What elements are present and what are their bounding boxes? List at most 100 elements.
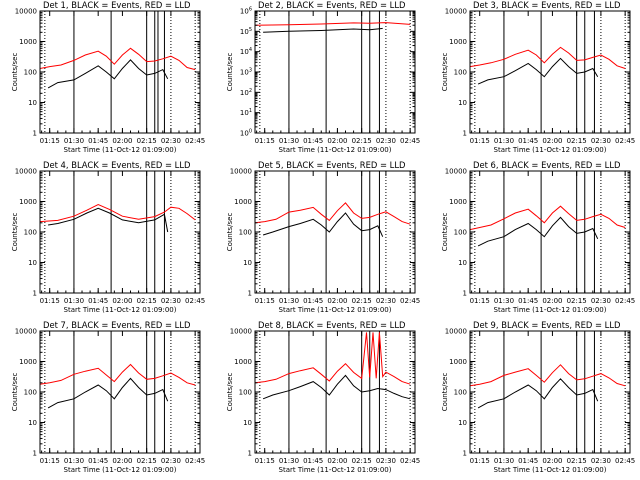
x-tick-label: 01:30 [279,297,299,305]
x-tick-label: 01:15 [470,297,490,305]
series-line-events [477,57,599,85]
y-tick-label: 10 [28,259,37,267]
y-tick-label: 10 [458,99,467,107]
x-tick-label: 02:30 [161,137,181,145]
series-line-events [262,374,411,400]
y-tick-label: 1 [463,290,467,298]
y-axis-label: Counts/sec [11,213,19,252]
series-line-events [47,59,169,89]
x-tick-label: 02:30 [376,297,396,305]
series-line-events [477,216,599,247]
y-axis-label: Counts/sec [441,53,449,92]
x-tick-label: 02:30 [161,457,181,465]
series-line-lld [470,46,626,69]
y-tick-label: 1 [248,290,252,298]
x-tick-label: 01:15 [255,457,275,465]
x-axis-label: Start Time (11-Oct-12 01:09:00) [494,466,607,474]
panel-title: Det 2, BLACK = Events, RED = LLD [258,0,405,10]
panel-det-2: Det 2, BLACK = Events, RED = LLD 100 101 10… [226,0,420,154]
plot-frame [39,170,201,294]
panel-title: Det 5, BLACK = Events, RED = LLD [258,160,405,170]
x-tick-label: 02:15 [352,457,372,465]
series-line-lld [255,22,411,26]
y-tick-label: 100 [24,69,37,77]
x-tick-label: 02:15 [567,297,587,305]
x-tick-label: 02:30 [591,137,611,145]
x-tick-label: 02:45 [400,297,420,305]
panel-det-3: Det 3, BLACK = Events, RED = LLD 1 10 100 10… [441,0,635,154]
series-line-lld [40,203,196,223]
panel-det-5: Det 5, BLACK = Events, RED = LLD 1 10 100 10… [226,160,420,314]
x-tick-label: 02:45 [400,457,420,465]
panel-title: Det 8, BLACK = Events, RED = LLD [258,320,405,330]
panel-title: Det 4, BLACK = Events, RED = LLD [43,160,190,170]
y-tick-label: 1 [33,450,37,458]
series-line-lld [255,332,411,385]
x-tick-label: 01:30 [279,137,299,145]
x-tick-label: 02:30 [161,297,181,305]
x-tick-label: 01:15 [470,457,490,465]
y-tick-label: 10000 [15,168,37,176]
x-axis-label: Start Time (11-Oct-12 01:09:00) [64,466,177,474]
x-tick-label: 02:45 [615,137,635,145]
panel-det-1: Det 1, BLACK = Events, RED = LLD 1 10 100 10… [11,0,205,154]
x-tick-label: 01:45 [518,137,538,145]
x-axis-label: Start Time (11-Oct-12 01:09:00) [279,146,392,154]
y-axis-label: Counts/sec [441,213,449,252]
series-line-lld [255,202,411,225]
panel-title: Det 1, BLACK = Events, RED = LLD [43,0,190,10]
series-line-lld [470,205,626,231]
x-tick-label: 02:00 [112,297,132,305]
y-tick-label: 100 [24,389,37,397]
panel-det-4: Det 4, BLACK = Events, RED = LLD 1 10 100 10… [11,160,205,314]
series-line-events [262,212,384,237]
x-axis-label: Start Time (11-Oct-12 01:09:00) [279,466,392,474]
x-tick-label: 02:45 [185,137,205,145]
plot-frame [469,10,631,134]
y-tick-label: 1 [463,450,467,458]
x-tick-label: 02:45 [185,457,205,465]
y-tick-label: 1000 [19,358,37,366]
y-tick-label: 10000 [445,168,467,176]
y-tick-label: 100 [454,389,467,397]
x-tick-label: 02:00 [327,297,347,305]
y-tick-label: 10000 [230,328,252,336]
x-tick-label: 01:45 [303,137,323,145]
series-line-events [48,207,169,233]
y-tick-label: 1 [248,450,252,458]
x-tick-label: 02:15 [567,137,587,145]
y-tick-label: 102 [240,88,252,97]
y-tick-label: 10000 [230,168,252,176]
x-tick-label: 01:30 [494,137,514,145]
x-tick-label: 01:15 [40,457,60,465]
x-tick-label: 02:15 [567,457,587,465]
x-tick-label: 01:45 [303,457,323,465]
y-tick-label: 101 [240,108,252,117]
panel-title: Det 7, BLACK = Events, RED = LLD [43,320,190,330]
x-tick-label: 01:45 [518,457,538,465]
x-tick-label: 02:00 [542,297,562,305]
y-tick-label: 106 [240,7,252,16]
plot-frame [254,10,416,134]
x-tick-label: 01:45 [303,297,323,305]
x-tick-label: 02:15 [137,457,157,465]
series-line-events [47,377,169,409]
y-tick-label: 100 [240,129,252,138]
series-line-events [477,378,599,409]
series-line-lld [470,364,626,387]
x-tick-label: 01:15 [40,297,60,305]
x-tick-label: 02:15 [352,137,372,145]
x-axis-label: Start Time (11-Oct-12 01:09:00) [494,146,607,154]
x-axis-label: Start Time (11-Oct-12 01:09:00) [494,306,607,314]
y-tick-label: 104 [240,47,252,56]
y-tick-label: 10 [28,419,37,427]
x-tick-label: 01:15 [470,137,490,145]
x-tick-label: 02:00 [542,137,562,145]
series-line-lld [40,363,196,386]
x-tick-label: 01:15 [255,297,275,305]
y-tick-label: 1000 [19,198,37,206]
plot-frame [39,330,201,454]
y-axis-label: Counts/sec [226,213,234,252]
y-tick-label: 1000 [19,38,37,46]
x-tick-label: 02:45 [615,457,635,465]
